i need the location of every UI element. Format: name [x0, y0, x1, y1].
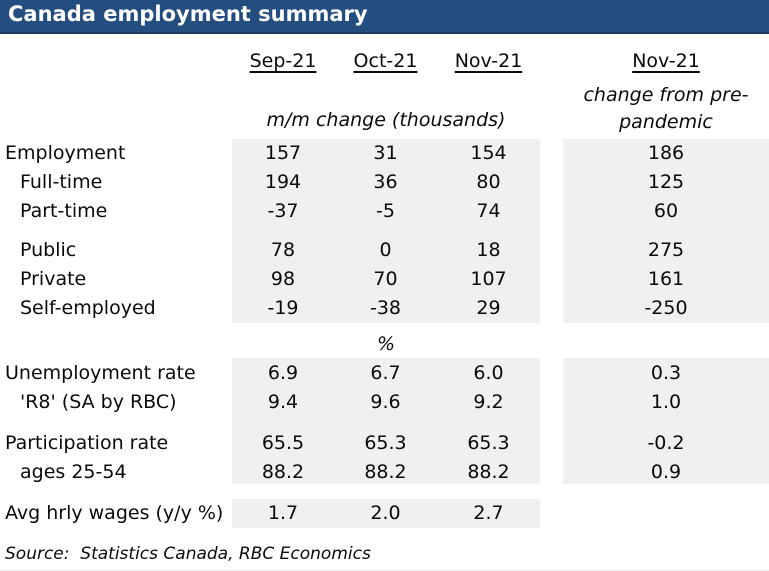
cell-sep-21: 157 — [264, 142, 302, 164]
row-label: Self-employed — [20, 297, 156, 319]
row-label: Avg hrly wages (y/y %) — [5, 502, 224, 524]
column-header-nov-21: Nov-21 — [454, 50, 523, 72]
cell-sep-21: -19 — [267, 297, 299, 319]
cell-sep-21: 1.7 — [267, 502, 299, 524]
cell-prepandemic: 161 — [647, 268, 685, 290]
table-row-r8-rate: 'R8' (SA by RBC) 9.4 9.6 9.2 1.0 — [0, 388, 769, 417]
title-bar: Canada employment summary — [0, 0, 769, 34]
cell-prepandemic: 186 — [647, 142, 685, 164]
cell-oct-21: -38 — [369, 297, 402, 319]
shade-block-top-left — [232, 139, 540, 323]
column-header-nov-21-prepandemic: Nov-21 — [632, 50, 700, 72]
shade-block-wages-left — [232, 499, 540, 528]
cell-prepandemic: -250 — [644, 297, 688, 319]
cell-oct-21: 36 — [373, 171, 398, 193]
row-label: 'R8' (SA by RBC) — [20, 391, 177, 413]
shade-block-mid-right — [563, 358, 769, 484]
table-row-avg-hourly-wages: Avg hrly wages (y/y %) 1.7 2.0 2.7 — [0, 499, 769, 528]
row-label: ages 25-54 — [20, 461, 127, 483]
cell-oct-21: 31 — [373, 142, 398, 164]
cell-prepandemic: 125 — [647, 171, 685, 193]
table-row-full-time: Full-time 194 36 80 125 — [0, 168, 769, 197]
cell-nov-21: 18 — [476, 239, 501, 261]
table-row-part-time: Part-time -37 -5 74 60 — [0, 197, 769, 226]
cell-oct-21: 0 — [379, 239, 392, 261]
cell-nov-21: 2.7 — [473, 502, 504, 524]
shade-block-top-right — [563, 139, 769, 323]
row-label: Full-time — [20, 171, 103, 193]
cell-nov-21: 88.2 — [467, 461, 510, 483]
cell-oct-21: 65.3 — [364, 432, 407, 454]
cell-sep-21: 88.2 — [261, 461, 305, 483]
table-row-participation-rate: Participation rate 65.5 65.3 65.3 -0.2 — [0, 429, 769, 458]
cell-nov-21: 74 — [476, 200, 501, 222]
row-label: Public — [20, 239, 77, 261]
cell-nov-21: 80 — [476, 171, 501, 193]
shade-block-mid-left — [232, 358, 540, 484]
cell-sep-21: -37 — [267, 200, 299, 222]
cell-prepandemic: -0.2 — [647, 432, 685, 454]
column-header-oct-21: Oct-21 — [353, 50, 418, 72]
column-header-sep-21: Sep-21 — [249, 50, 317, 72]
cell-oct-21: 70 — [373, 268, 398, 290]
cell-prepandemic: 0.3 — [650, 362, 682, 384]
unit-label-mm-change: m/m change (thousands) — [266, 109, 506, 131]
unit-label-percent: % — [376, 333, 396, 355]
table-row-employment: Employment 157 31 154 186 — [0, 139, 769, 168]
cell-sep-21: 78 — [270, 239, 296, 261]
cell-nov-21: 6.0 — [473, 362, 504, 384]
table-row-public: Public 78 0 18 275 — [0, 236, 769, 265]
row-label: Private — [20, 268, 87, 290]
table-row-unemployment-rate: Unemployment rate 6.9 6.7 6.0 0.3 — [0, 359, 769, 388]
cell-prepandemic: 1.0 — [650, 391, 682, 413]
source-note: Source: Statistics Canada, RBC Economics — [5, 544, 371, 564]
cell-prepandemic: 275 — [647, 239, 685, 261]
cell-nov-21: 29 — [476, 297, 501, 319]
cell-oct-21: 88.2 — [364, 461, 407, 483]
page-title: Canada employment summary — [8, 2, 368, 26]
row-label: Unemployment rate — [5, 362, 196, 384]
cell-prepandemic: 0.9 — [650, 461, 682, 483]
table-row-private: Private 98 70 107 161 — [0, 265, 769, 294]
table-row-self-employed: Self-employed -19 -38 29 -250 — [0, 294, 769, 323]
cell-sep-21: 6.9 — [267, 362, 299, 384]
cell-nov-21: 9.2 — [473, 391, 504, 413]
cell-nov-21: 107 — [470, 268, 507, 290]
unit-label-prepandemic: change from pre-pandemic — [583, 84, 749, 133]
cell-sep-21: 65.5 — [261, 432, 305, 454]
cell-sep-21: 98 — [270, 268, 296, 290]
cell-oct-21: 2.0 — [370, 502, 401, 524]
row-label: Participation rate — [5, 432, 169, 454]
cell-nov-21: 65.3 — [467, 432, 510, 454]
cell-nov-21: 154 — [470, 142, 507, 164]
row-label: Employment — [5, 142, 126, 164]
cell-prepandemic: 60 — [653, 200, 679, 222]
cell-sep-21: 9.4 — [267, 391, 299, 413]
cell-sep-21: 194 — [264, 171, 302, 193]
row-label: Part-time — [20, 200, 108, 222]
cell-oct-21: 9.6 — [370, 391, 401, 413]
cell-oct-21: -5 — [376, 200, 395, 222]
table-row-ages-25-54: ages 25-54 88.2 88.2 88.2 0.9 — [0, 458, 769, 487]
cell-oct-21: 6.7 — [370, 362, 401, 384]
